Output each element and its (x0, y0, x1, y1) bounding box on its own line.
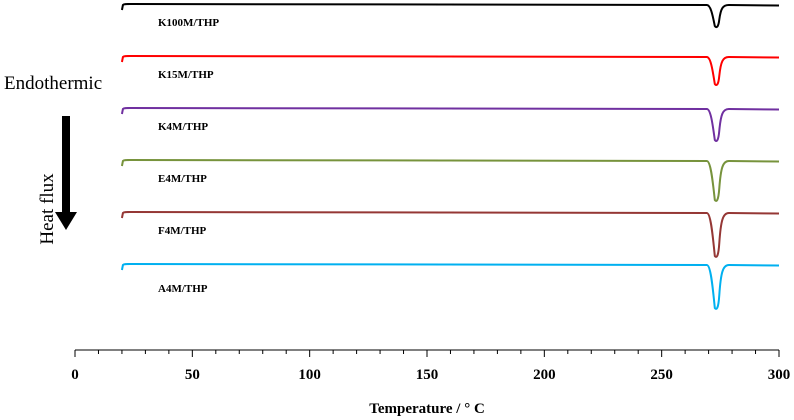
heat-flux-label: Heat flux (37, 173, 58, 245)
x-tick-label: 200 (533, 367, 556, 383)
endothermic-label: Endothermic (4, 73, 102, 94)
heat-flux-indicator: Heat flux (37, 116, 77, 245)
series-line-k4m-thp (120, 107, 780, 142)
x-tick-label: 300 (768, 367, 791, 383)
series-line-f4m-thp (120, 211, 780, 258)
heat-flux-arrow-shaft (62, 116, 70, 212)
series-line-e4m-thp (120, 159, 780, 202)
series-label: E4M/THP (158, 173, 207, 185)
heat-flux-arrow-head (55, 212, 77, 230)
x-tick-label: 150 (416, 367, 439, 383)
series-group: K100M/THP K15M/THP K4M/THP E4M/THP F4M/THP A4… (120, 3, 780, 310)
series-line-k100m-thp (120, 3, 780, 29)
x-tick-label: 250 (650, 367, 673, 383)
x-tick-label: 100 (298, 367, 321, 383)
series-line-k15m-thp (120, 55, 780, 86)
x-axis: 0 50 100 150 200 250 300 (71, 349, 791, 383)
x-tick-label: 50 (185, 367, 200, 383)
x-axis-title: Temperature / ° C (369, 401, 485, 417)
series-label: K4M/THP (158, 121, 208, 133)
series-label: K100M/THP (158, 17, 219, 29)
series-line-a4m-thp (120, 263, 780, 310)
x-tick-label: 0 (71, 367, 79, 383)
series-label: A4M/THP (158, 283, 208, 295)
series-label: F4M/THP (158, 225, 207, 237)
series-label: K15M/THP (158, 69, 214, 81)
